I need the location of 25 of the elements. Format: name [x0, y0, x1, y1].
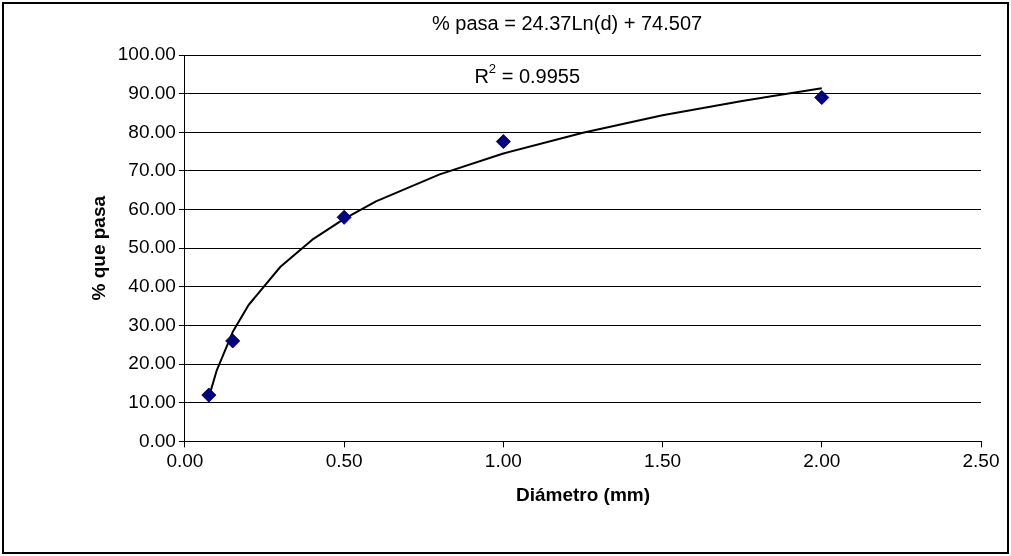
point [814, 90, 830, 105]
y-tick-label: 50.00 [128, 236, 176, 258]
y-tick-label: 30.00 [128, 313, 176, 335]
y-tick-label: 10.00 [128, 390, 176, 412]
point [495, 134, 511, 150]
y-tick-label: 70.00 [128, 159, 176, 181]
y-tick-label: 20.00 [128, 352, 176, 374]
y-tick-label: 40.00 [128, 275, 176, 297]
point [225, 333, 241, 349]
x-axis-title: Diámetro (mm) [515, 483, 650, 505]
point [201, 387, 217, 403]
text: % pasa = 24.37Ln(d) + 74.507 [431, 11, 703, 34]
x-tick-label: 2.00 [803, 450, 841, 472]
x-tick-label: 1.50 [644, 450, 682, 472]
x-tick-label: 1.00 [484, 450, 522, 472]
y-tick-label: 60.00 [128, 197, 176, 219]
y-tick-label: 90.00 [128, 81, 176, 103]
x-tick-label: 0.00 [166, 450, 204, 472]
point [336, 209, 352, 225]
y-tick-label: 100.00 [117, 43, 176, 65]
y-tick-label: 80.00 [128, 120, 176, 142]
x-tick-label: 0.50 [325, 450, 363, 472]
y-axis-title: % que pasa [87, 195, 109, 301]
y-tick-label: 0.00 [138, 429, 176, 451]
x-tick-label: 2.50 [962, 450, 1000, 472]
